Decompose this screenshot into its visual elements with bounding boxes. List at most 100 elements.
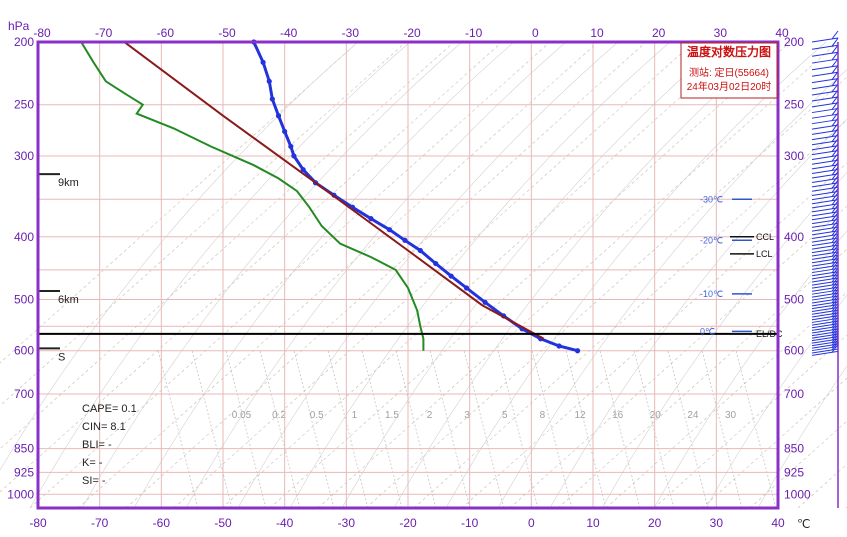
- mixing-ratio-label: 12: [574, 410, 586, 421]
- y-tick-label-right: 400: [784, 230, 804, 244]
- level-marker-label: CCL: [756, 232, 774, 242]
- dry-adiabat-line: [317, 41, 839, 509]
- series-line: [123, 41, 545, 340]
- data-point: [260, 59, 266, 65]
- wind-barb-flag: [831, 148, 839, 157]
- data-point: [448, 273, 454, 279]
- dry-adiabat-line: [0, 41, 359, 364]
- wind-barb-shaft: [811, 90, 839, 96]
- wind-barb-flag: [831, 123, 839, 132]
- data-point: [269, 96, 275, 102]
- isotherm-level-label: -30℃: [700, 194, 723, 204]
- wind-barb-shaft: [811, 186, 839, 192]
- wind-barb-shaft: [811, 304, 839, 310]
- wind-barb-shaft: [811, 298, 839, 304]
- height-mark-label: S: [58, 351, 65, 363]
- y-tick-label: 925: [14, 465, 34, 479]
- x-tick-label: 30: [710, 516, 724, 530]
- wind-barb-flag: [831, 171, 839, 180]
- wind-barb-shaft: [811, 113, 839, 119]
- wind-barb-shaft: [811, 96, 839, 102]
- dry-adiabat-line: [605, 291, 847, 509]
- wind-barb-flag: [831, 101, 839, 110]
- level-marker-label: LCL: [756, 249, 773, 259]
- x-tick-label: -40: [276, 516, 294, 530]
- wind-barb-shaft: [811, 195, 839, 201]
- data-point: [288, 143, 294, 150]
- wind-barb-shaft: [811, 274, 839, 280]
- x-tick-label-top: 10: [590, 26, 604, 40]
- wind-barb-flag: [831, 258, 839, 267]
- isotherm-level-label: 0℃: [700, 326, 715, 336]
- wind-barb-flag: [831, 267, 839, 277]
- x-tick-label: -10: [461, 516, 479, 530]
- annotations: 9km 6km S CAPE= 0.1 CIN= 8.1 BLI= - K= - SI= - -…: [38, 173, 783, 487]
- mixing-ratio-label: 24: [687, 410, 699, 421]
- wind-barb-flag: [831, 294, 839, 304]
- wind-barb-flag: [831, 308, 839, 318]
- mixing-ratio-label: 16: [612, 410, 624, 421]
- x-tick-label-top: -70: [95, 26, 113, 40]
- wind-barb-shaft: [811, 222, 839, 228]
- y-tick-label-right: 250: [784, 98, 804, 112]
- dry-adiabat-line: [221, 41, 743, 509]
- height-mark-label: 9km: [58, 177, 79, 189]
- moist-adiabat-line: [757, 365, 847, 509]
- dry-adiabat-line: [77, 41, 599, 509]
- wind-barb-shaft: [811, 237, 839, 243]
- dry-adiabat-line: [653, 334, 847, 509]
- mixing-ratio-line: [633, 350, 675, 509]
- wind-barb-flag: [831, 305, 839, 315]
- moist-adiabat-line: [601, 172, 847, 509]
- wind-barb-flag: [831, 334, 839, 343]
- mixing-ratio-label: 5: [502, 410, 508, 421]
- x-tick-label-top: -20: [403, 26, 421, 40]
- wind-barb-flag: [831, 319, 839, 328]
- x-tick-label: 0: [528, 516, 535, 530]
- series-layer: [80, 39, 581, 354]
- x-tick-label: -20: [399, 516, 417, 530]
- moist-adiabat-line: [549, 118, 847, 509]
- index-label: CIN= 8.1: [82, 421, 126, 433]
- wind-barb-shaft: [811, 145, 839, 151]
- wind-barb-flag: [831, 51, 839, 61]
- dry-adiabat-line: [701, 377, 847, 509]
- wind-barb-shaft: [811, 51, 839, 57]
- x-tick-label-top: -60: [157, 26, 175, 40]
- wind-barb-flag: [831, 230, 839, 240]
- mixing-ratio-line: [735, 350, 777, 509]
- wind-barb-shaft: [811, 65, 839, 71]
- mixing-ratio-label: 0.2: [272, 410, 286, 421]
- wind-barb-flag: [831, 188, 839, 197]
- title-box: 温度对数压力图 测站: 定日(55664) 24年03月02日20时: [680, 42, 778, 99]
- data-point: [282, 128, 288, 135]
- wind-barb-flag: [831, 196, 839, 206]
- mixing-ratio-label: 8: [540, 410, 546, 421]
- data-point: [556, 343, 562, 349]
- x-tick-label-top: -80: [33, 26, 51, 40]
- wind-barb-shaft: [811, 159, 839, 165]
- wind-barb-flag: [831, 64, 839, 74]
- wind-barb-shaft: [811, 312, 839, 318]
- x-tick-label-top: 0: [532, 26, 539, 40]
- wind-barb-shaft: [811, 124, 839, 130]
- dry-adiabat-line: [173, 41, 695, 509]
- y-tick-label-right: 700: [784, 387, 804, 401]
- wind-barb-shaft: [811, 207, 839, 213]
- wind-barb-shaft: [811, 258, 839, 264]
- wind-barb-shaft: [811, 219, 839, 225]
- y-tick-label-right: 300: [784, 149, 804, 163]
- wind-barb-flag: [831, 175, 839, 185]
- wind-barb-shaft: [811, 289, 839, 295]
- dry-adiabat-line: [413, 119, 847, 509]
- wind-barb-shaft: [811, 140, 839, 146]
- data-point: [300, 167, 306, 173]
- wind-barb-flag: [831, 184, 839, 193]
- wind-barb-flag: [831, 219, 839, 229]
- wind-barb-shaft: [811, 199, 839, 205]
- wind-barb-shaft: [811, 129, 839, 135]
- wind-barb-shaft: [811, 58, 839, 64]
- mixing-ratio-label: 2: [427, 410, 433, 421]
- index-label: CAPE= 0.1: [82, 403, 137, 415]
- moist-adiabat-line: [445, 41, 827, 509]
